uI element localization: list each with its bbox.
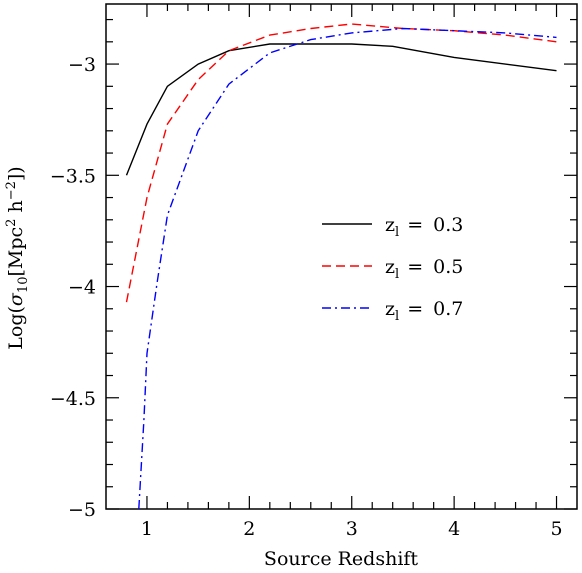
series-line-2 — [125, 23, 557, 303]
legend-label-eq: = — [407, 298, 423, 320]
legend-label-eq: = — [407, 256, 423, 278]
series-line-1 — [125, 43, 557, 176]
y-tick-label: −4 — [68, 277, 96, 299]
y-tick-label: −4.5 — [50, 388, 96, 410]
legend-label-sub: l — [395, 267, 399, 282]
legend-label-1: zl = 0.3 — [385, 214, 463, 240]
x-tick-label: 4 — [448, 518, 460, 540]
legend-label-value: 0.3 — [433, 214, 463, 236]
x-tick-label: 3 — [346, 518, 358, 540]
y-tick-label: −3 — [68, 54, 96, 76]
y-tick-label: −5 — [68, 499, 96, 521]
y-axis-title-bracket: [Mpc — [5, 227, 27, 277]
legend-label-sub: l — [395, 225, 399, 240]
x-tick-label: 5 — [550, 518, 562, 540]
legend-label-3: zl = 0.7 — [385, 298, 463, 324]
y-axis-title-mid: h — [5, 200, 27, 218]
series-line-3 — [138, 27, 557, 510]
axis-tick-labels: 1 2 3 4 5 −5 −4.5 −4 −3.5 −3 — [50, 54, 563, 540]
y-axis-title-sub: 10 — [16, 277, 31, 294]
plot-frame — [105, 3, 578, 510]
y-axis-title: Log(σ10[Mpc2 h−2]) — [4, 166, 31, 349]
legend-label-base: z — [385, 214, 395, 236]
y-axis-title-sup1: 2 — [4, 219, 19, 227]
legend-label-base: z — [385, 256, 395, 278]
legend-label-value: 0.7 — [433, 298, 463, 320]
x-tick-label: 2 — [243, 518, 255, 540]
y-axis-title-prefix: Log( — [5, 306, 27, 350]
x-tick-label: 1 — [141, 518, 153, 540]
legend-label-base: z — [385, 298, 395, 320]
x-axis-title: Source Redshift — [264, 548, 419, 570]
y-axis-title-sup2: −2 — [4, 181, 19, 200]
legend-label-value: 0.5 — [433, 256, 463, 278]
axis-ticks — [106, 4, 577, 510]
y-tick-label: −3.5 — [50, 165, 96, 187]
legend-label-sub: l — [395, 309, 399, 324]
legend-label-2: zl = 0.5 — [385, 256, 463, 282]
legend-label-eq: = — [407, 214, 423, 236]
y-axis-title-close: ]) — [5, 166, 27, 181]
series-lines — [125, 23, 557, 510]
legend: zl = 0.3zl = 0.5zl = 0.7 — [322, 214, 463, 324]
y-axis-title-sigma: σ — [5, 292, 27, 306]
